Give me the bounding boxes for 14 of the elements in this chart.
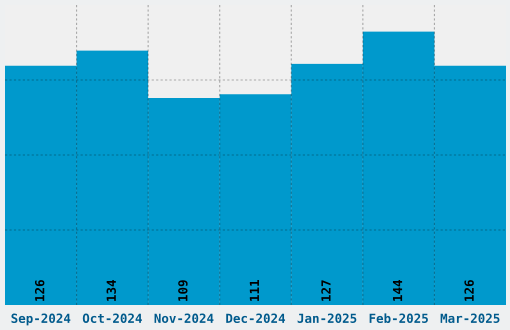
data-label: 134 — [106, 280, 116, 301]
data-label: 126 — [464, 280, 474, 301]
data-label: 109 — [178, 280, 188, 301]
data-label: 144 — [392, 280, 402, 301]
data-label: 127 — [321, 280, 331, 301]
x-tick-label: Feb-2025 — [370, 313, 428, 324]
x-tick-label: Sep-2024 — [11, 314, 70, 326]
x-tick-label: Dec-2024 — [226, 314, 286, 324]
data-label: 111 — [250, 280, 259, 301]
data-label: 126 — [34, 280, 44, 301]
x-tick-label: Nov-2024 — [154, 314, 214, 324]
x-tick-label: Jan-2025 — [298, 314, 356, 324]
x-tick-label: Mar-2025 — [440, 314, 500, 324]
x-tick-label: Oct-2024 — [82, 314, 142, 324]
